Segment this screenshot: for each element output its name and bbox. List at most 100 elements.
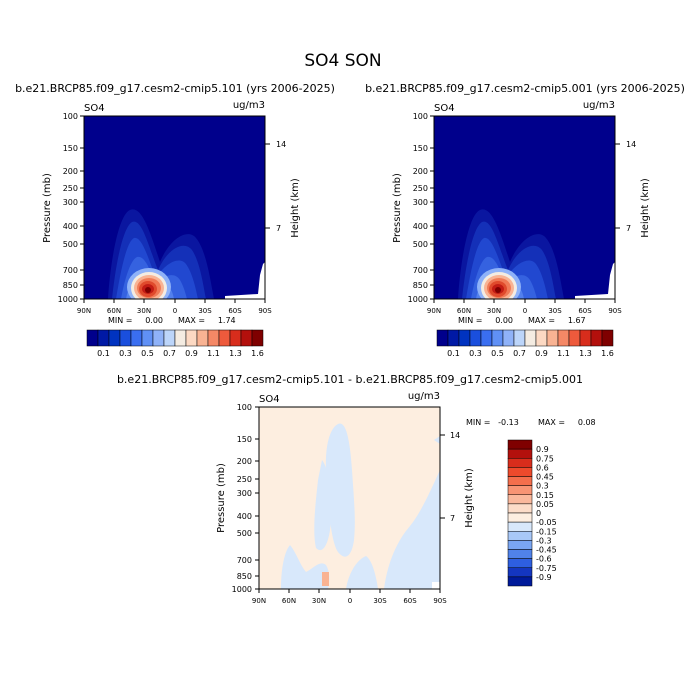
x-axis: 90N 60N 30N 0 30S 60S 90S: [77, 299, 272, 315]
x-tick-label: 0: [173, 307, 177, 315]
surface-mask: [432, 582, 440, 589]
variable-label: SO4: [84, 103, 105, 114]
colorbar-swatch: [507, 485, 533, 495]
colorbar-label: 1.1: [557, 349, 570, 358]
units-label: ug/m3: [583, 100, 615, 111]
colorbar-label: -0.75: [536, 564, 557, 573]
contour-negative-band: [281, 545, 330, 589]
y-tick-label: 500: [237, 529, 252, 538]
min-value: MIN = 0.00: [458, 316, 513, 325]
colorbar-label: 0.7: [163, 349, 176, 358]
panel-title: b.e21.BRCP85.f09_g17.cesm2-cmip5.001 (yr…: [365, 82, 685, 95]
colorbar-swatch: [507, 503, 533, 514]
y-tick-label: 700: [63, 266, 78, 275]
colorbar-swatch: [507, 549, 533, 559]
y-tick-label: 200: [63, 167, 78, 176]
variable-label: SO4: [434, 103, 455, 114]
x-tick-label: 0: [523, 307, 527, 315]
y-tick-label: 200: [237, 457, 252, 466]
y-axis-right: 14 7: [440, 431, 460, 523]
colorbar-label: 0.1: [447, 349, 460, 358]
y-axis-left: 100 150 200 250 300 400 500 700 850 1000: [232, 403, 259, 594]
x-axis: 90N 60N 30N 0 30S 60S 90S: [427, 299, 622, 315]
colorbar-label: 1.3: [579, 349, 592, 358]
y-axis-left: 100 150 200 250 300 400 500 700 850 1000: [408, 112, 434, 304]
panel-run-a: b.e21.BRCP85.f09_g17.cesm2-cmip5.101 (yr…: [15, 82, 335, 358]
colorbar-label: 0.9: [536, 445, 549, 454]
colorbar-label: 0.1: [97, 349, 110, 358]
colorbar-label: -0.45: [536, 546, 557, 555]
contour-field: [259, 407, 440, 589]
colorbar-label: 0.75: [536, 454, 554, 463]
colorbar: 0.90.750.60.450.30.150.050-0.05-0.15-0.3…: [507, 439, 557, 587]
y-tick-label: 400: [63, 222, 78, 231]
y-right-tick-label: 7: [450, 514, 455, 523]
contour-negative-band: [346, 556, 378, 589]
colorbar-label: 0.6: [536, 463, 549, 472]
colorbar-swatch: [507, 521, 533, 532]
colorbar-swatch: [469, 329, 482, 347]
y-axis-right: 14 7: [265, 140, 286, 233]
y-tick-label: 700: [413, 266, 428, 275]
colorbar-swatch: [535, 329, 548, 347]
colorbar-label: 0.9: [185, 349, 198, 358]
y-tick-label: 400: [413, 222, 428, 231]
x-tick-label: 90N: [427, 307, 441, 315]
colorbar-swatch: [507, 439, 533, 450]
colorbar-swatch: [568, 329, 581, 347]
max-value: MAX = 1.74: [178, 316, 236, 325]
contour-negative-band: [314, 460, 332, 551]
colorbar-label: 1.6: [251, 349, 264, 358]
surface-mask: [225, 262, 265, 299]
colorbar-swatch: [507, 494, 533, 505]
x-tick-label: 0: [348, 597, 352, 605]
y-tick-label: 500: [413, 240, 428, 249]
y-tick-label: 850: [63, 281, 78, 290]
y-axis-label: Pressure (mb): [42, 173, 53, 243]
colorbar-swatch: [141, 329, 154, 347]
surface-mask: [575, 262, 615, 299]
colorbar-label: 0.5: [141, 349, 154, 358]
contour-negative-band: [384, 470, 440, 589]
colorbar-label: 0.7: [513, 349, 526, 358]
colorbar-swatch: [163, 329, 176, 347]
colorbar-swatch: [507, 576, 533, 587]
y-axis-right-label: Height (km): [290, 178, 301, 238]
colorbar-swatch: [513, 329, 526, 347]
colorbar-label: 1.6: [601, 349, 614, 358]
colorbar-swatch: [229, 329, 242, 347]
colorbar-swatch: [86, 329, 99, 347]
variable-label: SO4: [259, 394, 280, 405]
y-tick-label: 100: [237, 403, 252, 412]
contour-negative-band: [325, 423, 355, 557]
colorbar-label: -0.3: [536, 536, 552, 545]
panel-title: b.e21.BRCP85.f09_g17.cesm2-cmip5.101 (yr…: [15, 82, 335, 95]
units-label: ug/m3: [408, 391, 440, 402]
colorbar-swatch: [507, 448, 533, 459]
y-tick-label: 100: [63, 112, 78, 121]
colorbar-label: -0.15: [536, 527, 557, 536]
colorbar-swatch: [557, 329, 570, 347]
x-tick-label: 60N: [457, 307, 471, 315]
y-axis-left: 100 150 200 250 300 400 500 700 850 1000: [58, 112, 84, 304]
x-tick-label: 90N: [77, 307, 91, 315]
colorbar-swatch: [108, 329, 121, 347]
colorbar-swatch: [218, 329, 231, 347]
colorbar-swatch: [152, 329, 165, 347]
colorbar-swatch: [507, 467, 533, 477]
colorbar-swatch: [174, 329, 187, 347]
colorbar-swatch: [524, 329, 537, 347]
min-value: MIN = -0.13: [466, 418, 519, 427]
y-tick-label: 300: [413, 198, 428, 207]
y-tick-label: 200: [413, 167, 428, 176]
colorbar-swatch: [207, 329, 220, 347]
y-tick-label: 150: [63, 144, 78, 153]
colorbar-swatch: [507, 531, 533, 541]
x-tick-label: 90N: [252, 597, 266, 605]
colorbar-swatch: [507, 567, 533, 578]
panel-run-b: b.e21.BRCP85.f09_g17.cesm2-cmip5.001 (yr…: [365, 82, 685, 358]
contour-negative-band: [434, 436, 440, 444]
colorbar-swatch: [185, 329, 198, 347]
x-tick-label: 90S: [608, 307, 622, 315]
